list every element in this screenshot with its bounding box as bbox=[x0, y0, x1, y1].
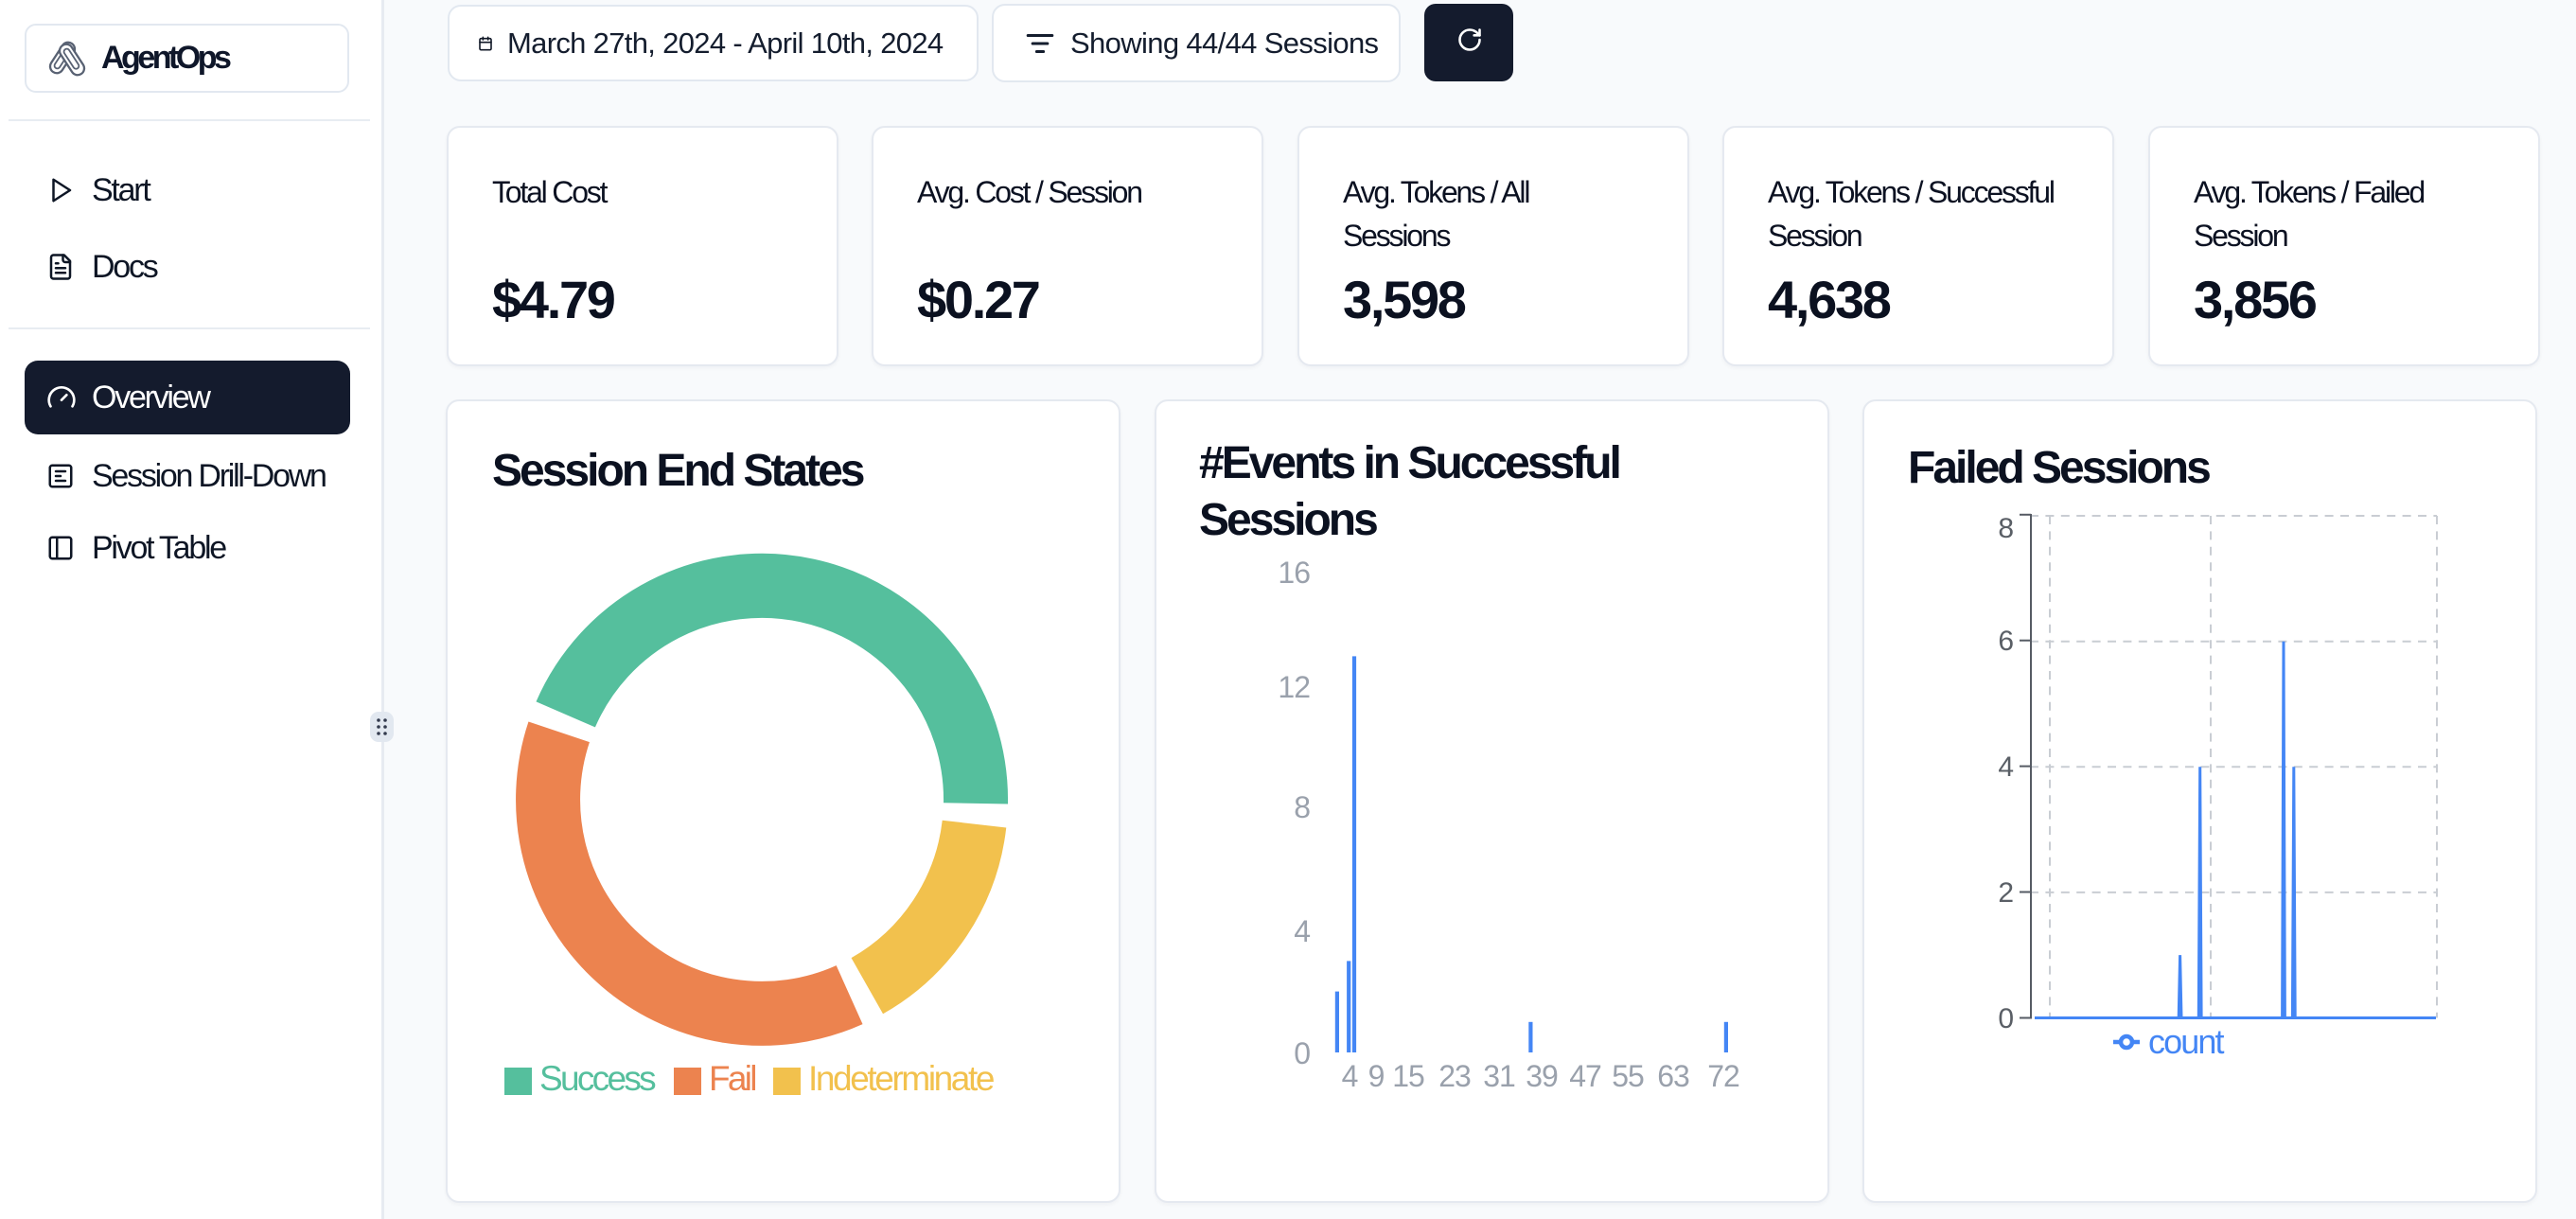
svg-text:72: 72 bbox=[1707, 1059, 1739, 1093]
svg-text:4: 4 bbox=[1998, 751, 2014, 783]
svg-text:9: 9 bbox=[1368, 1059, 1385, 1093]
svg-text:8: 8 bbox=[1294, 790, 1310, 824]
svg-text:4: 4 bbox=[1294, 914, 1310, 948]
svg-text:8: 8 bbox=[1998, 513, 2014, 544]
svg-text:0: 0 bbox=[1294, 1036, 1310, 1070]
svg-text:count: count bbox=[2148, 1022, 2224, 1061]
svg-text:23: 23 bbox=[1438, 1059, 1471, 1093]
svg-text:15: 15 bbox=[1392, 1059, 1424, 1093]
svg-text:12: 12 bbox=[1278, 670, 1310, 704]
svg-text:Fail: Fail bbox=[709, 1059, 755, 1098]
svg-text:Indeterminate: Indeterminate bbox=[808, 1059, 994, 1098]
svg-text:Success: Success bbox=[539, 1059, 656, 1098]
svg-text:2: 2 bbox=[1998, 877, 2014, 909]
svg-text:6: 6 bbox=[1998, 626, 2014, 657]
svg-text:4: 4 bbox=[1342, 1059, 1358, 1093]
svg-text:0: 0 bbox=[1998, 1003, 2014, 1034]
svg-text:63: 63 bbox=[1657, 1059, 1689, 1093]
svg-text:16: 16 bbox=[1278, 556, 1310, 590]
svg-text:55: 55 bbox=[1612, 1059, 1644, 1093]
svg-text:39: 39 bbox=[1526, 1059, 1558, 1093]
svg-text:31: 31 bbox=[1483, 1059, 1515, 1093]
svg-text:47: 47 bbox=[1569, 1059, 1601, 1093]
